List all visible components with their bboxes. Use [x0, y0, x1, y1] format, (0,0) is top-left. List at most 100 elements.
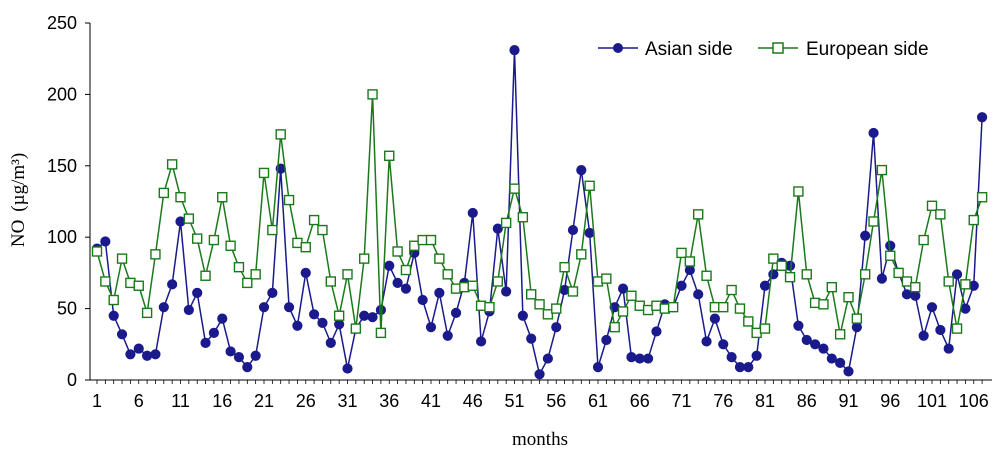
data-point [392, 277, 403, 288]
x-tick-label: 91 [838, 391, 858, 411]
data-point [567, 286, 579, 297]
x-tick-label: 11 [171, 391, 190, 411]
data-point [526, 289, 537, 300]
data-point [250, 269, 261, 280]
x-tick-label: 41 [421, 391, 441, 411]
data-point [885, 250, 896, 261]
y-tick-label: 100 [47, 227, 77, 247]
data-point [175, 192, 186, 203]
data-point [592, 362, 604, 373]
data-point [793, 320, 804, 331]
data-point [116, 253, 128, 264]
data-point [776, 260, 787, 271]
data-point [450, 307, 462, 318]
data-point [718, 339, 729, 350]
data-point [759, 280, 771, 291]
data-point [217, 192, 228, 203]
x-tick-label: 106 [959, 391, 989, 411]
legend: Asian side European side [598, 39, 929, 60]
data-point [183, 304, 194, 316]
x-axis-title: months [512, 429, 568, 450]
data-point [183, 213, 195, 224]
data-point [317, 317, 328, 328]
data-point [309, 309, 320, 320]
data-point [492, 276, 503, 287]
data-point [584, 180, 595, 191]
data-point [968, 214, 979, 226]
x-tick-label: 56 [546, 391, 566, 411]
y-axis-title-unit: (µg/m³) [8, 153, 29, 212]
data-point [709, 313, 721, 324]
data-point [467, 207, 478, 219]
y-tick-label: 50 [57, 299, 77, 319]
data-point [559, 261, 570, 273]
data-point [375, 327, 387, 339]
x-tick-label: 46 [463, 391, 483, 411]
data-point [283, 302, 295, 313]
data-point [242, 362, 253, 373]
data-point [643, 353, 654, 364]
data-point [200, 337, 211, 348]
data-point [910, 281, 921, 293]
data-point [166, 159, 178, 170]
data-point [935, 324, 946, 336]
y-tick-label: 150 [47, 156, 77, 176]
data-point [476, 336, 487, 347]
data-point [359, 253, 370, 264]
data-point [626, 352, 637, 363]
data-point [258, 302, 270, 313]
data-point [400, 283, 412, 294]
data-point [191, 233, 203, 244]
data-point [943, 343, 954, 354]
data-point [851, 313, 863, 324]
data-point [442, 269, 453, 280]
data-point [926, 200, 938, 211]
data-point [517, 212, 529, 223]
data-point [818, 343, 829, 354]
data-point [100, 276, 111, 287]
data-point [943, 276, 954, 287]
x-tick-label: 21 [254, 391, 274, 411]
data-point [651, 326, 662, 337]
data-point [300, 267, 311, 278]
data-point [450, 283, 462, 294]
legend-marker-european [772, 42, 784, 54]
data-point [860, 269, 871, 280]
data-point [684, 256, 696, 267]
data-point [693, 209, 704, 220]
data-point [801, 334, 812, 346]
data-point [809, 297, 821, 309]
data-point [342, 269, 353, 280]
data-point [133, 343, 144, 354]
data-point [125, 277, 136, 289]
data-point [918, 330, 929, 341]
data-point [542, 309, 554, 320]
data-point [734, 362, 746, 373]
data-point [551, 322, 562, 333]
x-tick-label: 76 [713, 391, 733, 411]
legend-label-asian: Asian side [645, 39, 733, 60]
data-point [567, 224, 579, 236]
data-point [208, 234, 220, 246]
data-point [334, 319, 345, 330]
data-point [901, 276, 913, 287]
data-point [743, 316, 754, 327]
data-point [576, 164, 587, 176]
data-point [434, 253, 445, 264]
data-point [693, 289, 704, 300]
data-point [951, 269, 963, 280]
data-point [359, 310, 370, 321]
data-point [142, 350, 153, 361]
data-point [141, 307, 153, 319]
x-tick-label: 86 [797, 391, 817, 411]
data-point [292, 320, 303, 331]
data-point [826, 353, 837, 364]
data-point [459, 281, 470, 293]
data-point [676, 247, 687, 259]
data-point [617, 283, 629, 294]
data-point [634, 353, 645, 364]
data-point [801, 269, 812, 280]
data-point [701, 270, 712, 281]
y-axis-title-main: NO [8, 220, 29, 247]
data-point [868, 216, 879, 227]
